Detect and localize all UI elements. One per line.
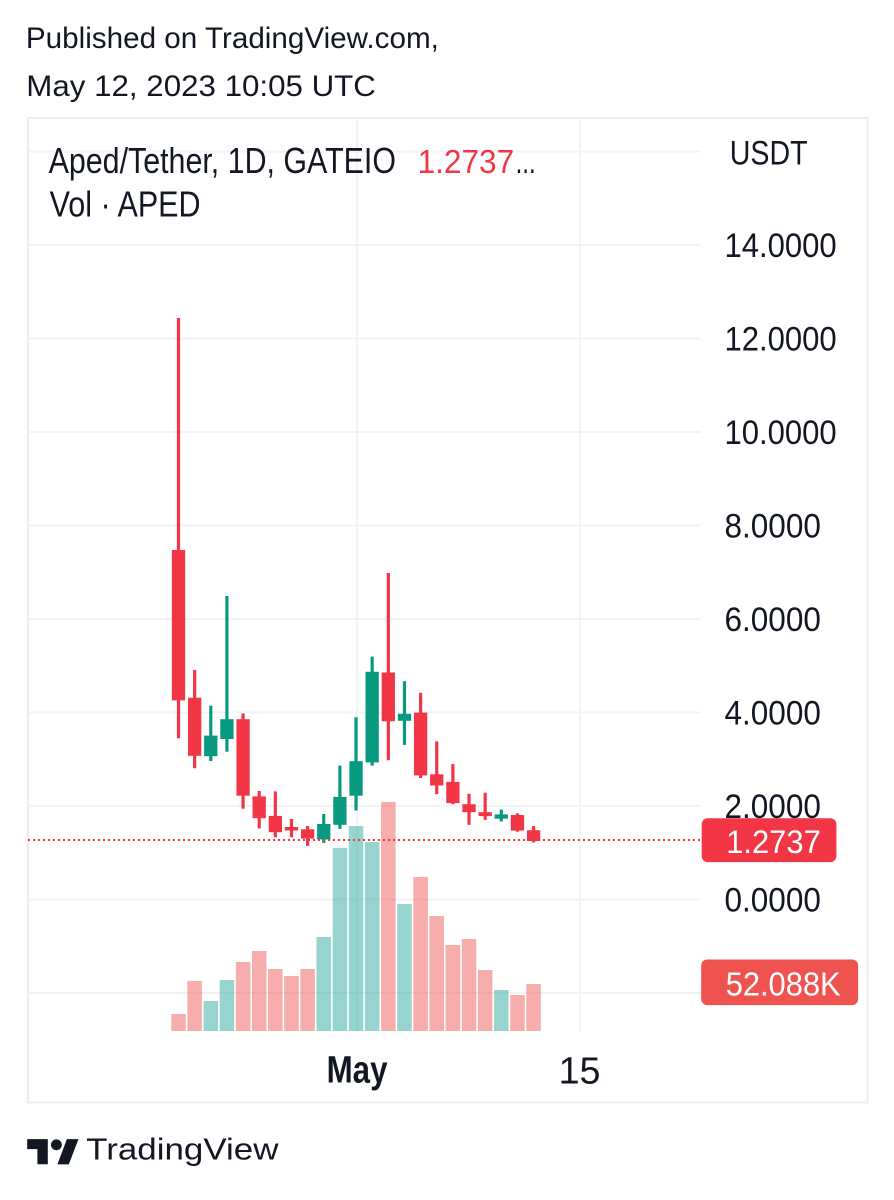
svg-text:6.0000: 6.0000 xyxy=(725,601,821,639)
svg-text:1.2737: 1.2737 xyxy=(726,824,821,860)
svg-text:Vol · APED: Vol · APED xyxy=(50,184,201,225)
svg-text:May 12, 2023 10:05 UTC: May 12, 2023 10:05 UTC xyxy=(26,70,376,103)
svg-text:Aped/Tether, 1D, GATEIO: Aped/Tether, 1D, GATEIO xyxy=(49,140,396,181)
svg-text:TradingView: TradingView xyxy=(86,1133,279,1167)
svg-text:12.0000: 12.0000 xyxy=(725,320,837,358)
svg-text:8.0000: 8.0000 xyxy=(725,507,821,545)
svg-text:...: ... xyxy=(516,143,536,180)
svg-text:1.2737: 1.2737 xyxy=(418,143,515,180)
svg-text:52.088K: 52.088K xyxy=(726,965,841,1002)
svg-text:15: 15 xyxy=(559,1051,601,1093)
svg-text:May: May xyxy=(327,1050,388,1092)
svg-text:14.0000: 14.0000 xyxy=(725,227,837,265)
svg-text:USDT: USDT xyxy=(730,135,808,173)
svg-text:Published on TradingView.com,: Published on TradingView.com, xyxy=(26,22,439,55)
svg-text:0.0000: 0.0000 xyxy=(725,881,821,919)
svg-text:10.0000: 10.0000 xyxy=(725,414,837,452)
svg-text:4.0000: 4.0000 xyxy=(725,694,821,732)
